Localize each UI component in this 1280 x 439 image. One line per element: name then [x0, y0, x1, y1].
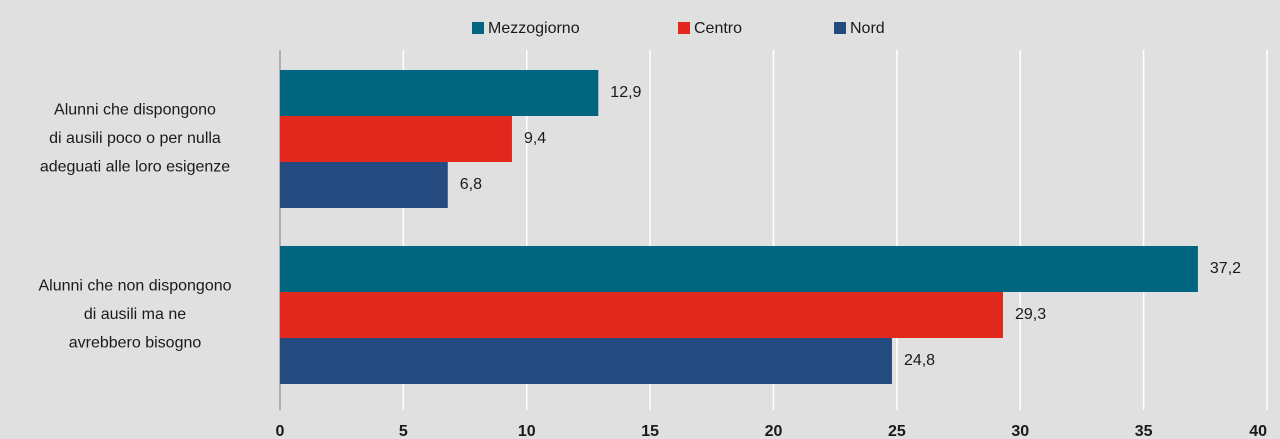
x-tick-label: 15: [641, 423, 659, 439]
value-label: 24,8: [904, 352, 935, 369]
x-tick-label: 5: [399, 423, 408, 439]
legend-label: Nord: [850, 20, 885, 37]
x-tick-label: 20: [765, 423, 783, 439]
legend-swatch: [834, 22, 846, 34]
x-tick-label: 35: [1135, 423, 1153, 439]
category-label: di ausili poco o per nulla: [49, 130, 221, 147]
value-label: 9,4: [524, 130, 546, 147]
bar: [280, 116, 512, 162]
legend-label: Mezzogiorno: [488, 20, 580, 37]
category-label: di ausili ma ne: [84, 306, 186, 323]
category-label: Alunni che dispongono: [54, 102, 216, 119]
x-tick-label: 0: [276, 423, 285, 439]
bar: [280, 246, 1198, 292]
x-tick-label: 40: [1249, 423, 1267, 439]
legend-swatch: [472, 22, 484, 34]
value-label: 12,9: [610, 84, 641, 101]
x-tick-label: 30: [1011, 423, 1029, 439]
value-label: 6,8: [460, 176, 482, 193]
legend-label: Centro: [694, 20, 742, 37]
x-tick-label: 10: [518, 423, 536, 439]
bar: [280, 70, 599, 116]
x-tick-label: 25: [888, 423, 906, 439]
bar: [280, 162, 448, 208]
legend-swatch: [678, 22, 690, 34]
bar: [280, 338, 892, 384]
value-label: 37,2: [1210, 260, 1241, 277]
category-label: adeguati alle loro esigenze: [40, 159, 230, 176]
value-label: 29,3: [1015, 306, 1046, 323]
category-label: Alunni che non dispongono: [38, 278, 231, 295]
category-label: avrebbero bisogno: [69, 335, 202, 352]
bar: [280, 292, 1003, 338]
